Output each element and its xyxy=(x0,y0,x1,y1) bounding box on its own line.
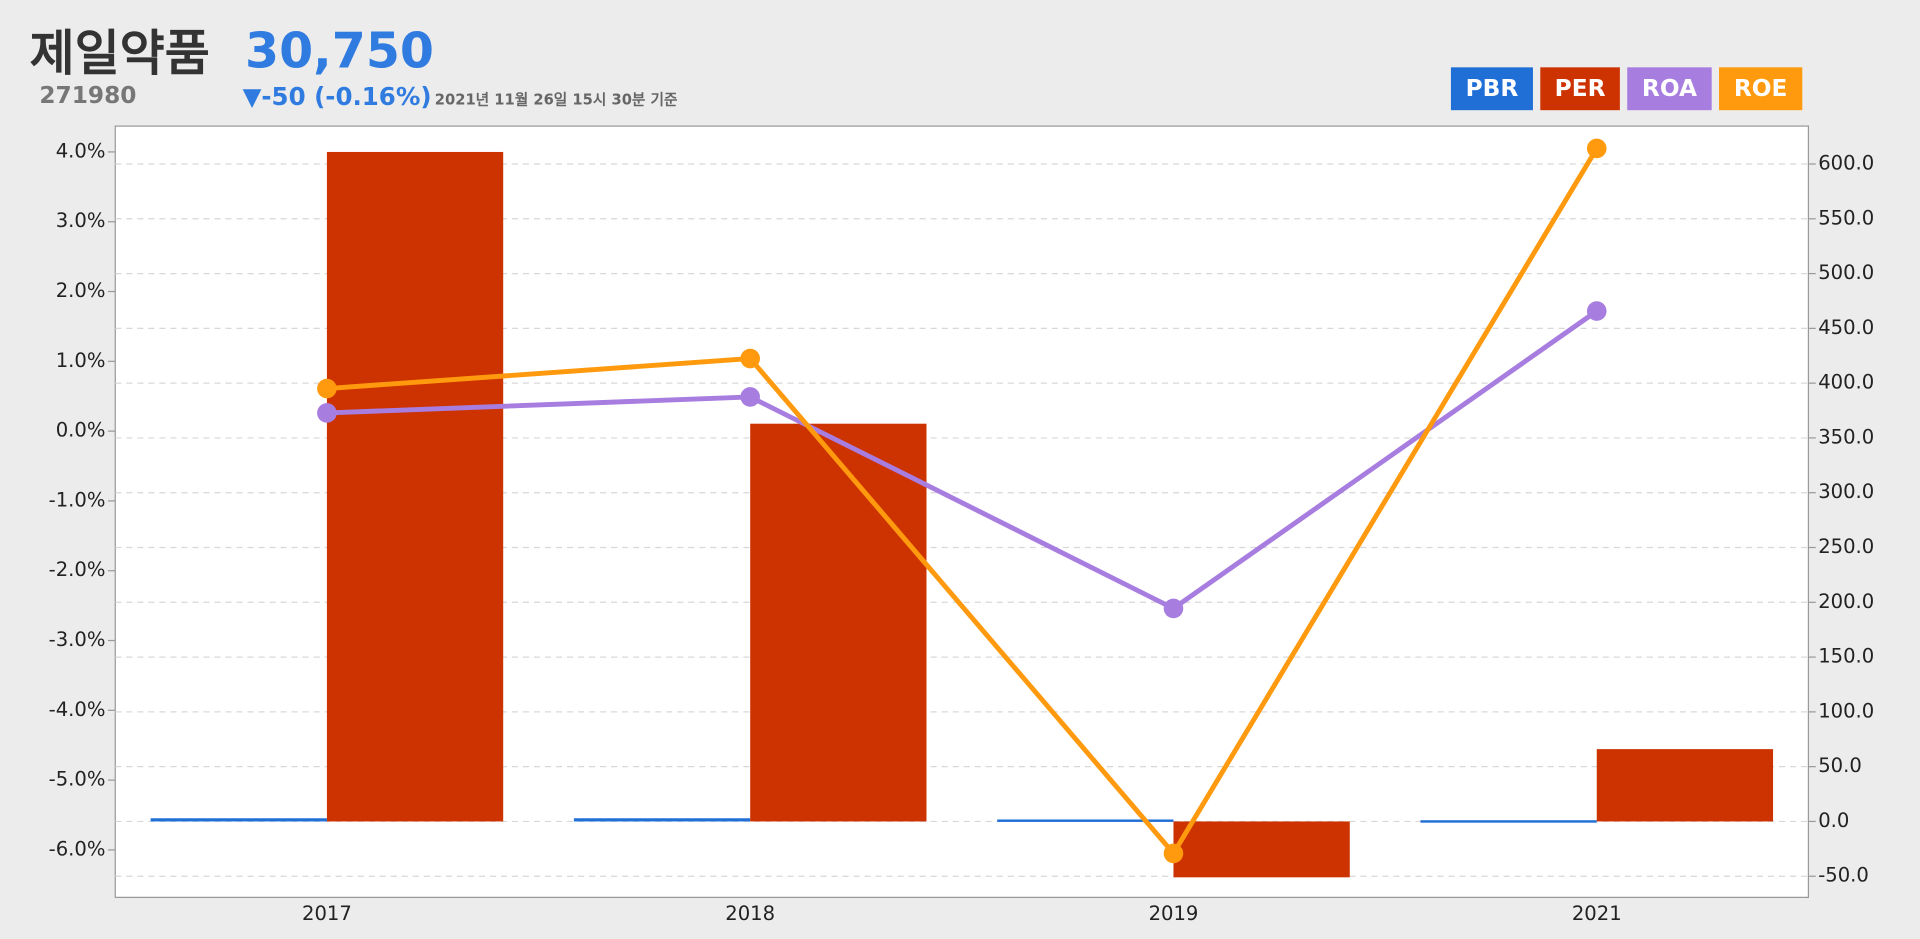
legend-button[interactable] xyxy=(1627,67,1712,111)
y2-tick-label: 150.0 xyxy=(1818,645,1874,668)
y2-tick-label: 250.0 xyxy=(1818,535,1874,558)
x-tick-label: 2018 xyxy=(725,902,775,925)
y2-tick-label: 100.0 xyxy=(1818,699,1874,722)
price-change: ▼-50 (-0.16%) xyxy=(243,82,432,111)
legend-label[interactable]: PBR xyxy=(1466,75,1519,102)
point xyxy=(317,403,337,423)
point xyxy=(740,387,760,407)
bar xyxy=(326,151,504,822)
y-tick-label: -3.0% xyxy=(49,628,106,651)
bar xyxy=(1420,820,1597,823)
y2-tick-label: 450.0 xyxy=(1818,316,1874,339)
bar xyxy=(1596,749,1774,822)
bar xyxy=(750,423,927,822)
stock-code: 271980 xyxy=(39,82,136,109)
y2-tick-label: 500.0 xyxy=(1818,261,1874,284)
point xyxy=(1163,843,1184,864)
legend-label[interactable]: ROA xyxy=(1642,75,1697,102)
y2-tick-label: 200.0 xyxy=(1818,590,1874,613)
y-tick-label: 0.0% xyxy=(56,419,106,442)
x-tick-label: 2017 xyxy=(302,902,352,925)
bar xyxy=(997,819,1174,822)
legend-label[interactable]: PER xyxy=(1555,75,1606,102)
y-tick-label: -6.0% xyxy=(49,837,106,860)
line-series xyxy=(326,309,1599,612)
y2-tick-label: 50.0 xyxy=(1818,754,1862,777)
legend-button[interactable] xyxy=(1719,67,1803,111)
price: 30,750 xyxy=(245,22,434,79)
legend-button[interactable] xyxy=(1450,67,1533,111)
y2-tick-label: 550.0 xyxy=(1818,206,1874,229)
stock-name: 제일약품 xyxy=(30,25,210,82)
y2-tick-label: 0.0 xyxy=(1818,809,1849,832)
y2-tick-label: 350.0 xyxy=(1818,425,1874,448)
point xyxy=(1163,598,1184,619)
legend-button[interactable] xyxy=(1540,67,1620,111)
y-tick-label: 2.0% xyxy=(56,279,106,302)
y2-tick-label: 600.0 xyxy=(1818,152,1874,175)
line-series xyxy=(326,147,1599,858)
timestamp: 2021년 11월 26일 15시 30분 기준 xyxy=(435,91,678,108)
y-tick-label: 4.0% xyxy=(56,139,106,162)
y2-tick-label: 400.0 xyxy=(1818,371,1874,394)
y2-tick-label: 300.0 xyxy=(1818,480,1874,503)
legend: PBR PER ROA ROE xyxy=(1450,67,1803,111)
y-tick-label: -1.0% xyxy=(49,488,106,511)
bar xyxy=(150,818,327,822)
y-tick-label: -2.0% xyxy=(49,558,106,581)
legend-label[interactable]: ROE xyxy=(1734,75,1788,102)
bar xyxy=(573,818,751,822)
point xyxy=(740,348,760,369)
y2-tick-label: -50.0 xyxy=(1818,864,1869,887)
x-tick-label: 2021 xyxy=(1572,902,1622,925)
bar xyxy=(1173,821,1350,878)
point xyxy=(317,378,337,399)
point xyxy=(1586,301,1607,321)
y-tick-label: -5.0% xyxy=(49,768,106,791)
y-tick-label: -4.0% xyxy=(49,698,106,721)
point xyxy=(1586,138,1607,159)
x-tick-label: 2019 xyxy=(1149,902,1199,925)
y-tick-label: 3.0% xyxy=(56,209,106,232)
y-tick-label: 1.0% xyxy=(56,349,106,372)
